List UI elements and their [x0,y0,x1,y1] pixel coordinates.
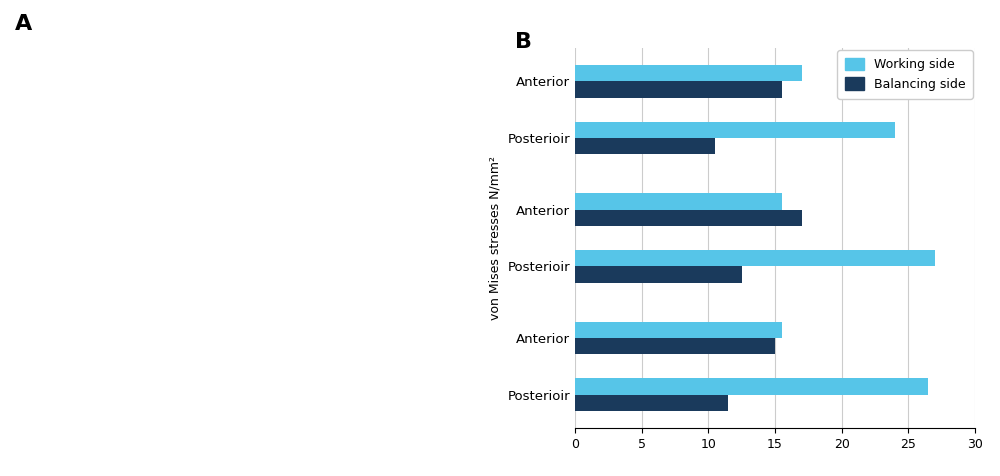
Bar [575,81,782,98]
Bar [575,65,802,81]
Y-axis label: von Mises stresses N/mm²: von Mises stresses N/mm² [489,156,502,320]
Bar [575,250,935,266]
Bar [575,193,782,210]
Bar [575,338,775,355]
Legend: Working side, Balancing side: Working side, Balancing side [837,50,973,99]
Bar [575,121,895,138]
Bar [575,210,802,226]
Bar [575,266,742,283]
Bar [575,138,715,154]
Bar [575,395,728,411]
Bar [575,322,782,338]
Text: B: B [515,32,532,52]
Bar [575,378,928,395]
Text: A: A [15,14,32,34]
